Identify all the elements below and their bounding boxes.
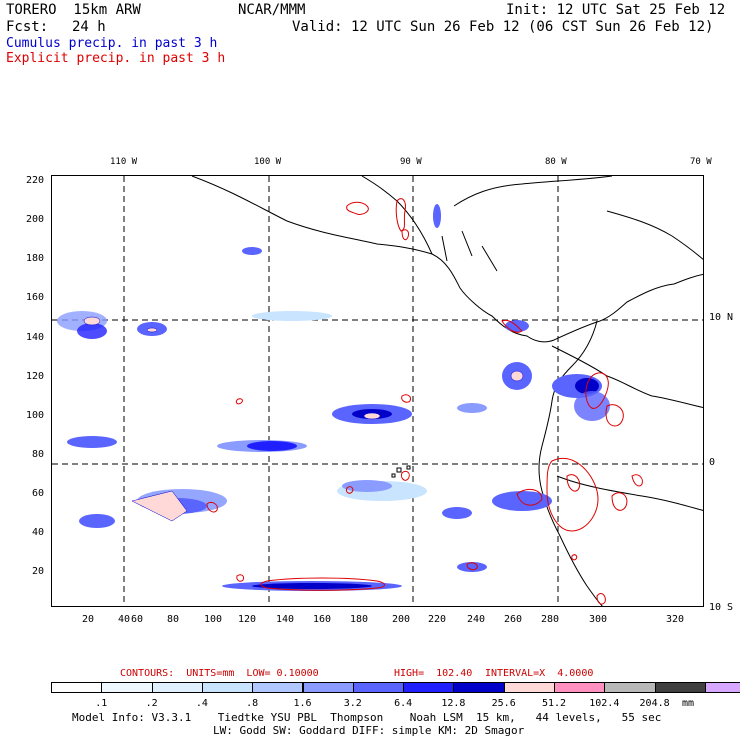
model-info-line1: Model Info: V3.3.1 Tiedtke YSU PBL Thomp… — [72, 711, 662, 724]
colorbar-label: .2 — [145, 698, 158, 709]
y-tick: 160 — [26, 292, 45, 303]
colorbar-swatch — [201, 682, 254, 693]
colorbar-swatch — [252, 682, 304, 693]
x-tick: 100 — [204, 614, 223, 625]
x-tick: 40 — [118, 614, 131, 625]
colorbar-swatch — [503, 682, 555, 693]
x-tick: 20 — [82, 614, 95, 625]
x-tick: 80 — [167, 614, 180, 625]
colorbar-label: 204.8 — [639, 698, 670, 709]
y-tick: 120 — [26, 371, 45, 382]
init-time: Init: 12 UTC Sat 25 Feb 12 — [506, 2, 726, 18]
lon-label-80w: 80 W — [545, 157, 567, 167]
model-title: TORERO 15km ARW — [6, 2, 141, 18]
forecast-hours: 24 h — [72, 19, 106, 35]
lon-label-90w: 90 W — [400, 157, 422, 167]
colorbar-label: 51.2 — [541, 698, 567, 709]
central-america-coast — [191, 176, 703, 343]
y-tick: 140 — [26, 332, 45, 343]
x-tick: 60 — [131, 614, 144, 625]
x-tick: 140 — [276, 614, 295, 625]
lon-label-100w: 100 W — [254, 157, 282, 167]
y-tick: 20 — [32, 566, 45, 577]
colorbar-label: 102.4 — [589, 698, 620, 709]
cumulus-legend: Cumulus precip. in past 3 h — [6, 36, 218, 51]
colorbar-label: 6.4 — [394, 698, 413, 709]
caribbean-islands — [606, 210, 703, 260]
country-borders — [441, 230, 498, 272]
colorbar-swatch — [151, 682, 203, 693]
x-tick: 300 — [589, 614, 608, 625]
colorbar-label: 3.2 — [343, 698, 362, 709]
colorbar-swatch — [604, 682, 656, 693]
x-tick: 320 — [666, 614, 685, 625]
lat-label-10s: 10 S — [709, 602, 734, 613]
model-info-line2: LW: Godd SW: Goddard DIFF: simple KM: 2D… — [213, 724, 525, 737]
valid-time: Valid: 12 UTC Sun 26 Feb 12 (06 CST Sun … — [292, 19, 714, 35]
y-tick: 40 — [32, 527, 45, 538]
colorbar-swatch — [302, 682, 354, 693]
colorbar-label: 1.6 — [293, 698, 312, 709]
explicit-legend: Explicit precip. in past 3 h — [6, 51, 226, 66]
y-tick: 180 — [26, 253, 45, 264]
contours-units: CONTOURS: UNITS=mm LOW= 0.10000 — [120, 668, 319, 679]
colorbar-swatch — [352, 682, 405, 693]
y-tick: 80 — [32, 449, 45, 460]
mexico-gulf-coast — [361, 176, 433, 255]
forecast-label: Fcst: — [6, 19, 49, 35]
x-tick: 220 — [428, 614, 447, 625]
colorbar-label: .4 — [195, 698, 208, 709]
y-tick: 220 — [26, 175, 45, 186]
explicit-precip-contours — [206, 198, 643, 605]
org-label: NCAR/MMM — [238, 2, 306, 18]
y-tick: 100 — [26, 410, 45, 421]
colorbar-swatch — [403, 682, 455, 693]
contours-high: HIGH= 102.40 — [394, 668, 473, 679]
x-tick: 120 — [238, 614, 257, 625]
x-tick: 280 — [541, 614, 560, 625]
precip-map — [51, 175, 704, 607]
lat-label-10n: 10 N — [709, 312, 734, 323]
pink-cores — [83, 316, 524, 522]
x-tick: 260 — [504, 614, 523, 625]
y-tick: 60 — [32, 488, 45, 499]
colorbar-label: .8 — [246, 698, 259, 709]
colorbar-swatch — [101, 682, 153, 693]
colorbar-swatch — [654, 682, 706, 693]
map-canvas — [52, 176, 703, 606]
colorbar-label: 12.8 — [441, 698, 466, 709]
x-tick: 160 — [313, 614, 332, 625]
contours-interval: INTERVAL=X 4.0000 — [485, 668, 594, 679]
colorbar-swatch — [554, 682, 606, 693]
south-america-west-coast — [538, 320, 603, 606]
yucatan-coast — [453, 176, 613, 207]
lat-label-0: 0 — [709, 457, 716, 468]
y-tick: 200 — [26, 214, 45, 225]
colorbar-unit: mm — [682, 698, 695, 709]
lon-label-70w: 70 W — [690, 157, 712, 167]
colorbar-label: .1 — [95, 698, 108, 709]
graticule — [52, 176, 703, 606]
colombia-border — [551, 345, 703, 409]
lon-label-110w: 110 W — [110, 157, 138, 167]
colorbar-swatch — [51, 682, 103, 693]
colorbar-label: 25.6 — [491, 698, 516, 709]
x-tick: 180 — [350, 614, 369, 625]
colorbar-swatch — [453, 682, 505, 693]
x-tick: 240 — [467, 614, 486, 625]
colorbar-swatch — [704, 682, 740, 693]
x-tick: 200 — [392, 614, 411, 625]
galapagos-islands — [391, 465, 411, 478]
cumulus-precip-areas — [57, 204, 610, 591]
